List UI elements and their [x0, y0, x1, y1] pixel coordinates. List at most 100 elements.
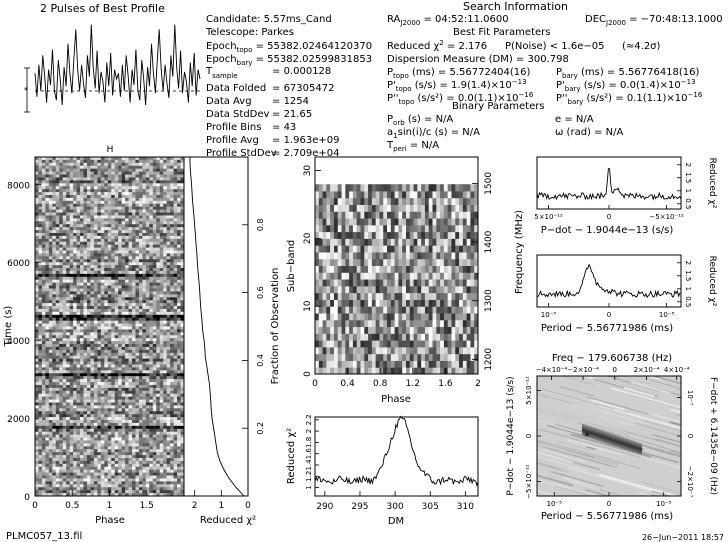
time-phase-cell [177, 303, 182, 307]
time-phase-cell [180, 396, 185, 401]
time-phase-cell [111, 247, 116, 252]
time-phase-cell [135, 317, 140, 322]
time-phase-cell [145, 344, 150, 348]
time-phase-cell [90, 256, 95, 260]
time-phase-cell [159, 463, 164, 468]
time-phase-cell [35, 390, 39, 395]
time-phase-cell [55, 358, 60, 363]
time-phase-cell [107, 411, 112, 415]
time-phase-cell [83, 487, 88, 491]
time-phase-cell [142, 238, 147, 243]
time-phase-cell [114, 475, 119, 479]
time-phase-cell [135, 230, 140, 234]
time-phase-cell [135, 303, 140, 307]
time-phase-cell [121, 291, 126, 295]
time-phase-cell [149, 393, 154, 398]
time-phase-cell [83, 291, 88, 295]
time-phase-cell [163, 367, 168, 371]
time-phase-cell [173, 352, 178, 357]
time-phase-cell [128, 387, 133, 392]
time-phase-cell [55, 364, 60, 368]
time-phase-cell [156, 487, 161, 491]
time-phase-cell [48, 165, 53, 170]
time-phase-cell [173, 186, 178, 190]
time-phase-cell [121, 425, 126, 430]
time-phase-cell [69, 358, 74, 363]
time-phase-cell [152, 355, 157, 360]
time-phase-cell [97, 449, 102, 453]
time-phase-cell [163, 478, 168, 482]
time-phase-cell [166, 262, 171, 266]
time-phase-cell [100, 291, 105, 295]
time-phase-cell [38, 361, 43, 365]
time-phase-cell [111, 194, 116, 199]
time-phase-cell [118, 460, 123, 465]
time-phase-cell [125, 411, 130, 415]
time-phase-cell [111, 306, 116, 310]
time-phase-cell [173, 431, 178, 436]
time-phase-cell [93, 314, 98, 319]
time-phase-cell [38, 279, 43, 284]
time-phase-cell [66, 273, 71, 278]
time-phase-cell [97, 165, 102, 170]
time-phase-cell [90, 165, 95, 170]
time-phase-cell [41, 165, 46, 170]
time-phase-cell [55, 411, 60, 415]
time-phase-cell [138, 352, 143, 357]
time-phase-cell [93, 411, 98, 415]
time-phase-cell [66, 393, 71, 398]
time-phase-cell [100, 285, 105, 290]
time-phase-cell [111, 323, 116, 327]
time-phase-cell [90, 428, 95, 433]
time-phase-cell [41, 194, 46, 199]
time-phase-cell [173, 460, 178, 465]
time-phase-cell [97, 379, 102, 383]
time-phase-cell [166, 455, 171, 459]
time-phase-cell [69, 329, 74, 333]
time-phase-cell [121, 408, 126, 412]
time-phase-cell [73, 306, 78, 310]
time-phase-cell [152, 244, 157, 249]
time-phase-cell [104, 332, 109, 336]
time-phase-cell [59, 197, 64, 202]
time-phase-cell [90, 180, 95, 184]
time-phase-cell [41, 341, 46, 345]
time-phase-cell [97, 268, 102, 272]
time-phase-cell [59, 285, 64, 290]
time-phase-cell [100, 349, 105, 354]
time-phase-cell [86, 463, 91, 468]
time-phase-cell [135, 411, 140, 415]
time-phase-cell [59, 329, 64, 333]
time-phase-cell [170, 420, 175, 424]
time-phase-cell [173, 268, 178, 272]
time-phase-cell [93, 311, 98, 316]
time-phase-cell [149, 370, 154, 374]
time-phase-cell [121, 189, 126, 193]
time-phase-cell [170, 361, 175, 365]
time-phase-cell [83, 194, 88, 199]
time-phase-cell [62, 326, 67, 330]
time-phase-cell [66, 484, 71, 488]
time-phase-cell [107, 358, 112, 363]
time-phase-cell [66, 420, 71, 424]
time-phase-cell [55, 300, 60, 304]
time-phase-cell [145, 376, 150, 380]
time-phase-cell [125, 303, 130, 307]
time-phase-cell [93, 238, 98, 243]
time-phase-cell [59, 481, 64, 485]
time-phase-cell [35, 352, 39, 357]
time-phase-cell [55, 332, 60, 336]
time-phase-cell [73, 265, 78, 269]
time-phase-cell [73, 262, 78, 266]
time-phase-cell [177, 159, 182, 164]
time-phase-cell [38, 224, 43, 228]
time-phase-cell [104, 382, 109, 386]
time-phase-cell [180, 215, 185, 219]
time-phase-cell [59, 268, 64, 272]
time-phase-cell [118, 326, 123, 330]
time-phase-cell [48, 230, 53, 234]
time-phase-cell [86, 478, 91, 482]
time-phase-cell [149, 323, 154, 327]
time-phase-cell [38, 285, 43, 290]
time-phase-cell [163, 344, 168, 348]
